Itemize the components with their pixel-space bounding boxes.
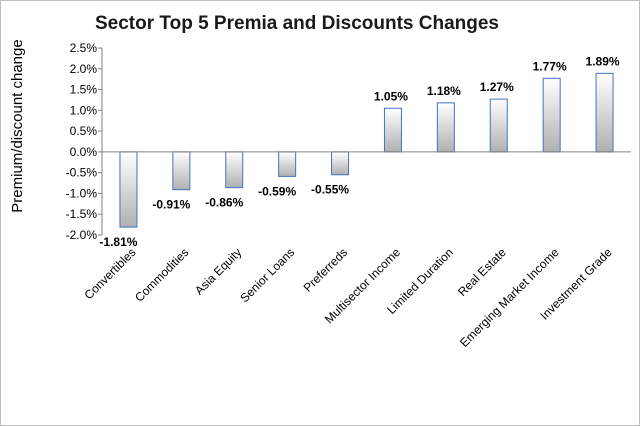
category-label: Emerging Market Income xyxy=(457,245,562,350)
data-label: 1.05% xyxy=(374,89,408,103)
bar xyxy=(119,151,138,228)
data-label: 1.77% xyxy=(533,59,567,73)
bar xyxy=(542,77,561,153)
bar xyxy=(331,151,350,176)
bar xyxy=(489,98,508,153)
category-label: Asia Equity xyxy=(192,245,244,297)
bar xyxy=(436,102,455,153)
data-label: -0.91% xyxy=(152,198,190,212)
y-axis-ticks: 2.5% 2.0% 1.5% 1.0% 0.5% 0.0% -0.5% -1.0% -1.5% -… xyxy=(66,41,102,242)
bar xyxy=(383,107,402,153)
y-tick-label: 2.5% xyxy=(70,41,98,55)
data-labels: -1.81% -0.91% -0.86% -0.59% -0.55% 1.05% 1.18%… xyxy=(99,54,619,249)
bar xyxy=(225,151,244,189)
data-label: -1.81% xyxy=(99,235,137,249)
y-tick-label: -2.0% xyxy=(66,228,98,242)
category-label: Senior Loans xyxy=(237,245,297,305)
bar xyxy=(172,151,191,191)
data-label: -0.86% xyxy=(205,196,243,210)
y-tick-label: -1.5% xyxy=(66,207,98,221)
category-label: Preferreds xyxy=(301,245,351,295)
y-tick-label: 2.0% xyxy=(70,62,98,76)
chart-title: Sector Top 5 Premia and Discounts Change… xyxy=(95,13,499,34)
y-axis-label: Premium/discount change xyxy=(9,39,26,212)
y-tick-label: -0.5% xyxy=(66,166,98,180)
y-tick-label: 0.0% xyxy=(70,145,98,159)
y-tick-label: -1.0% xyxy=(66,186,98,200)
category-label: Commodities xyxy=(132,245,191,304)
category-label: Real Estate xyxy=(455,245,509,299)
bar xyxy=(278,151,297,177)
category-label: Convertibles xyxy=(82,245,139,302)
y-tick-label: 1.5% xyxy=(70,83,98,97)
data-label: 1.27% xyxy=(480,80,514,94)
data-label: 1.18% xyxy=(427,84,461,98)
data-label: 1.89% xyxy=(586,54,620,68)
bar xyxy=(595,72,614,153)
y-tick-label: 0.5% xyxy=(70,124,98,138)
data-label: -0.55% xyxy=(311,183,349,197)
bars xyxy=(119,72,614,228)
y-tick-label: 1.0% xyxy=(70,103,98,117)
data-label: -0.59% xyxy=(258,184,296,198)
